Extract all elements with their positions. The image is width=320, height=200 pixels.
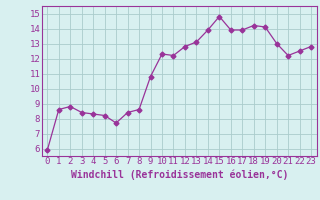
X-axis label: Windchill (Refroidissement éolien,°C): Windchill (Refroidissement éolien,°C) bbox=[70, 169, 288, 180]
